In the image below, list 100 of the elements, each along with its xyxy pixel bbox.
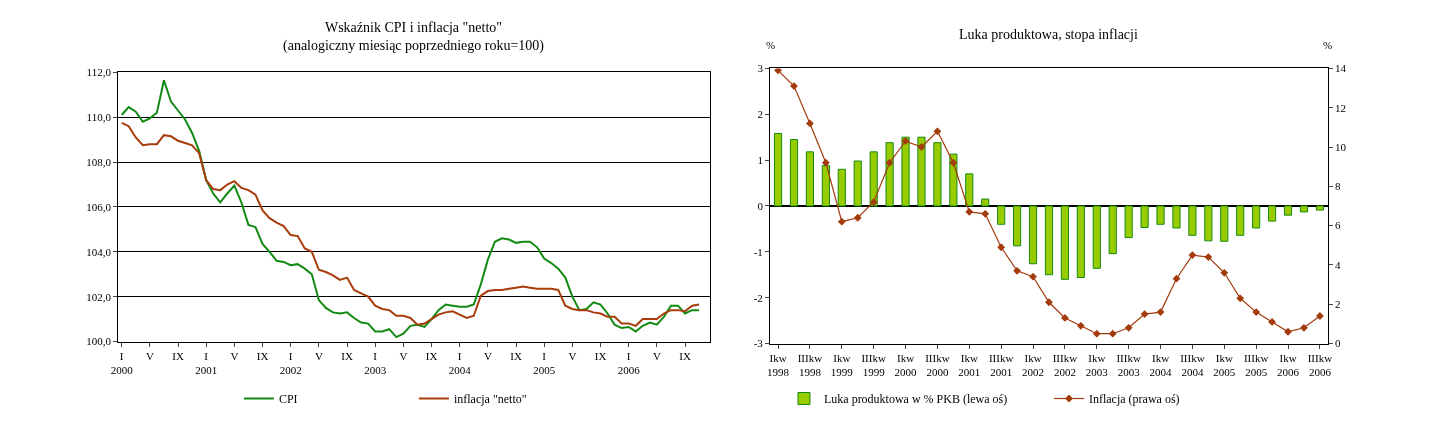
- point: [885, 158, 894, 167]
- x-tick-label: Ikw 1998: [767, 351, 790, 379]
- bar: [997, 205, 1006, 225]
- y-tick-label: 3: [757, 62, 764, 75]
- bar: [1076, 205, 1085, 278]
- x-tick-label: Ikw 2000: [894, 351, 918, 379]
- bar: [1283, 205, 1293, 216]
- bar: [773, 133, 783, 207]
- x-tick-label: I 2000: [110, 349, 134, 377]
- x-tick-label: V: [483, 349, 492, 362]
- x-tick-label: IIIkw 2001: [988, 351, 1014, 379]
- x-tick-label: I 2006: [617, 349, 641, 377]
- x-tick-label: IX: [679, 349, 691, 362]
- y-tick-label: 106,0: [86, 200, 112, 213]
- y-tick-label: 112,0: [86, 66, 112, 79]
- point: [1156, 308, 1165, 316]
- point: [1029, 272, 1037, 281]
- x-tick-label: IIIkw 2000: [925, 351, 950, 379]
- bar: [1236, 205, 1245, 236]
- text: %: [1323, 39, 1333, 51]
- bar: [981, 198, 990, 207]
- y-tick-label: -2: [753, 291, 763, 304]
- x-tick-label: Ikw 2006: [1277, 351, 1300, 379]
- point: [806, 119, 814, 128]
- bar: [1299, 205, 1309, 213]
- bar: [805, 151, 815, 207]
- bar: [1156, 205, 1165, 225]
- bar: [1060, 205, 1069, 280]
- bar: [1108, 205, 1117, 255]
- bar: [1268, 205, 1277, 222]
- bar: [1044, 205, 1054, 276]
- bar: [1124, 205, 1133, 239]
- y-tick-label: 102,0: [86, 290, 112, 303]
- y-tick-label: 0: [757, 199, 764, 212]
- bar: [821, 165, 830, 207]
- point: [1172, 274, 1181, 283]
- y-tick-label: -3: [753, 337, 764, 350]
- point: [1284, 327, 1292, 336]
- y-tick-label: 104,0: [86, 245, 112, 258]
- x-tick-label: I 2003: [364, 349, 387, 377]
- x-tick-label: IIIkw 1999: [861, 351, 886, 379]
- y-tick-label: 110,0: [86, 111, 112, 124]
- x-tick-label: V: [399, 349, 408, 362]
- bar: [901, 136, 910, 207]
- text: %: [766, 39, 776, 51]
- x-tick-label: V: [314, 349, 323, 362]
- bar: [1172, 205, 1181, 229]
- y-tick-label: 2: [757, 108, 763, 121]
- line-series: [120, 121, 701, 327]
- bar: [837, 168, 846, 207]
- point: [1108, 329, 1117, 338]
- bar: [965, 173, 974, 207]
- y2-tick-label: 12: [1335, 101, 1347, 114]
- bar: [933, 142, 942, 207]
- point: [901, 137, 910, 146]
- bar: [1092, 205, 1101, 269]
- x-tick-label: Ikw 2001: [958, 351, 981, 379]
- point: [837, 217, 846, 226]
- y-tick-label: -1: [753, 245, 763, 258]
- point: [1045, 298, 1053, 307]
- y-tick-label: 108,0: [86, 155, 112, 168]
- x-tick-label: IX: [341, 349, 353, 362]
- legend-label: Inflacja (prawa oś): [1088, 392, 1180, 407]
- x-tick-label: I 2004: [448, 349, 472, 377]
- point: [1220, 268, 1229, 277]
- x-tick-label: V: [230, 349, 239, 362]
- x-tick-label: IIIkw 2003: [1116, 351, 1141, 379]
- x-tick-label: V: [652, 349, 661, 362]
- legend-label: Luka produktowa w % PKB (lewa oś): [823, 392, 1008, 407]
- x-tick-label: V: [145, 349, 154, 362]
- chart-title: Wskaźnik CPI i inflacja "netto": [324, 20, 503, 35]
- point: [1188, 251, 1197, 259]
- bar: [789, 138, 799, 207]
- line-series: [120, 79, 701, 339]
- point: [1300, 323, 1308, 332]
- legend-label: CPI: [278, 392, 298, 407]
- x-tick-label: Ikw 2003: [1085, 351, 1109, 379]
- chart-title: Luka produktowa, stopa inflacji: [959, 27, 1138, 42]
- point: [1092, 329, 1101, 338]
- point: [917, 143, 926, 151]
- point: [981, 209, 990, 218]
- y-tick-label: 1: [757, 153, 763, 166]
- x-tick-label: I 2005: [533, 349, 556, 377]
- y2-tick-label: 8: [1335, 180, 1342, 193]
- point: [1252, 308, 1261, 316]
- point: [774, 68, 782, 75]
- x-tick-label: IIIkw 2002: [1052, 351, 1078, 379]
- legend-label: inflacja "netto": [453, 392, 527, 407]
- x-tick-label: I 2002: [279, 349, 302, 377]
- point: [1316, 312, 1324, 320]
- bar: [1140, 205, 1149, 229]
- x-tick-label: IIIkw 2004: [1180, 351, 1205, 379]
- y2-tick-label: 14: [1335, 62, 1347, 75]
- y2-tick-label: 6: [1335, 219, 1342, 232]
- point: [790, 82, 798, 90]
- bar: [1028, 205, 1038, 265]
- x-tick-label: IX: [256, 349, 269, 362]
- point: [1268, 318, 1276, 326]
- point: [933, 127, 942, 136]
- x-tick-label: I 2001: [195, 349, 218, 377]
